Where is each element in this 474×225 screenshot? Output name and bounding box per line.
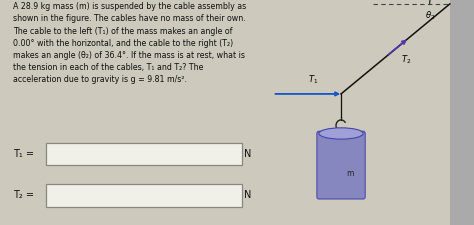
FancyBboxPatch shape <box>46 143 242 165</box>
Text: N: N <box>245 190 252 200</box>
Bar <box>450 0 474 225</box>
FancyBboxPatch shape <box>317 132 365 199</box>
Text: $T_1$: $T_1$ <box>308 73 318 86</box>
FancyBboxPatch shape <box>46 184 242 207</box>
Text: m: m <box>346 169 354 178</box>
Ellipse shape <box>319 128 363 140</box>
Text: $T_2$: $T_2$ <box>401 53 412 65</box>
Text: T₁ =: T₁ = <box>13 148 34 158</box>
Text: N: N <box>245 148 252 158</box>
Text: A 28.9 kg mass (m) is suspended by the cable assembly as
shown in the figure. Th: A 28.9 kg mass (m) is suspended by the c… <box>13 2 246 84</box>
Text: T₂ =: T₂ = <box>13 190 34 200</box>
Text: $\theta_2$: $\theta_2$ <box>425 10 435 22</box>
